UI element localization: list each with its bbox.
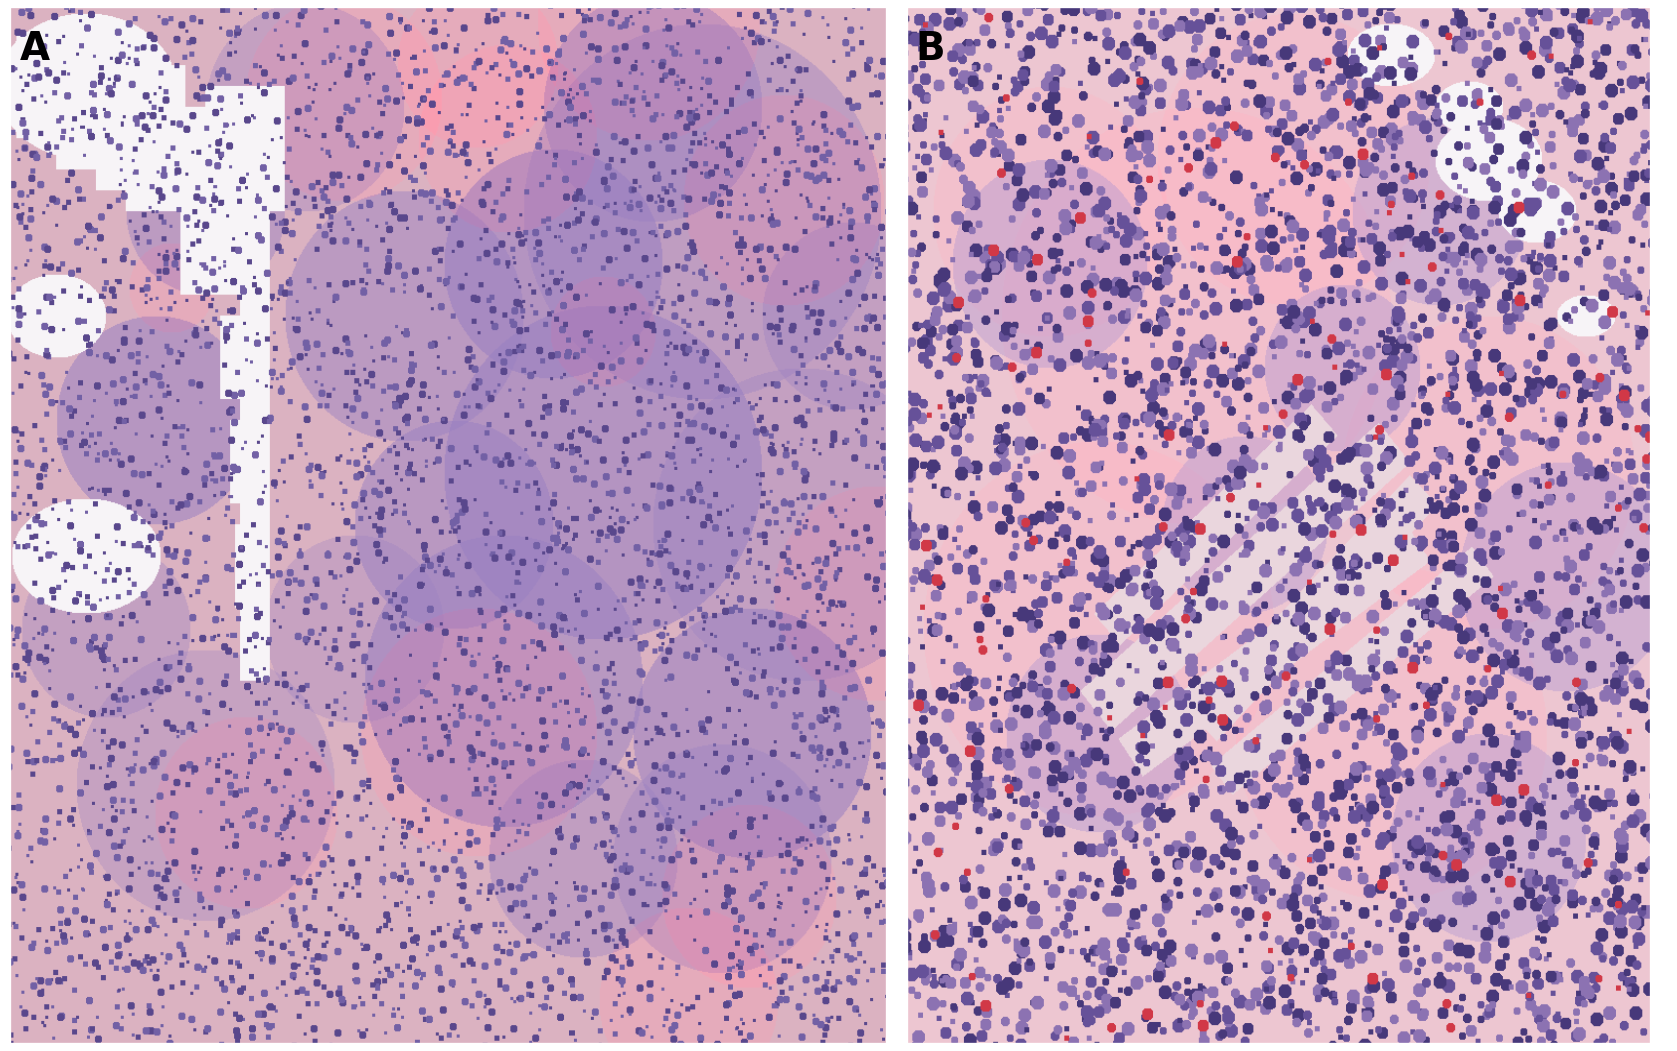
Text: B: B bbox=[916, 30, 944, 68]
Text: A: A bbox=[20, 30, 50, 68]
